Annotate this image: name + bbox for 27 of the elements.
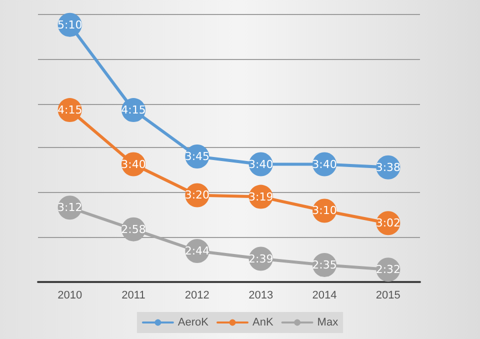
- data-label: 3:02: [376, 216, 401, 230]
- legend-label: AnK: [252, 316, 274, 328]
- data-label: 2:35: [312, 258, 337, 272]
- data-label: 3:45: [184, 150, 210, 164]
- data-label: 3:40: [312, 158, 337, 171]
- x-tick-label: 2011: [122, 290, 146, 302]
- legend-label: AeroK: [178, 316, 210, 328]
- data-label: 3:20: [184, 188, 210, 202]
- x-tick-label: 2014: [312, 290, 337, 302]
- data-label: 2:58: [121, 222, 146, 236]
- data-label: 3:38: [376, 160, 401, 174]
- x-tick-label: 2013: [248, 290, 274, 302]
- x-tick-label: 2012: [184, 290, 210, 302]
- legend-label: Max: [317, 316, 339, 328]
- x-tick-label: 2015: [376, 290, 400, 302]
- data-label: 4:15: [57, 104, 82, 117]
- data-label: 5:10: [57, 18, 82, 32]
- data-label: 3:40: [248, 158, 274, 171]
- data-label: 3:19: [248, 190, 274, 204]
- data-label: 2:32: [376, 263, 401, 276]
- data-label: 4:15: [121, 104, 146, 117]
- x-tick-label: 2010: [58, 290, 82, 302]
- data-label: 3:40: [121, 158, 146, 171]
- data-label: 2:39: [248, 252, 274, 266]
- data-label: 3:12: [57, 201, 82, 214]
- data-label: 3:10: [312, 204, 337, 218]
- data-label: 2:44: [184, 244, 210, 258]
